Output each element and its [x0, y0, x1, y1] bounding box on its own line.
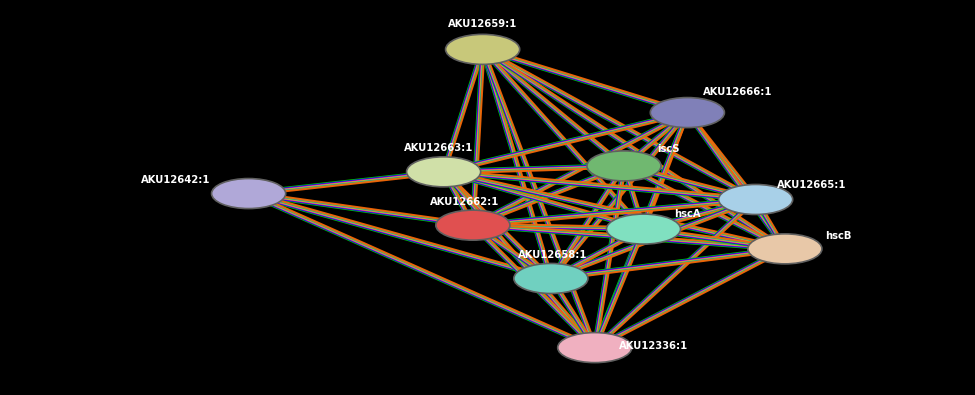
Circle shape — [514, 263, 588, 293]
Circle shape — [446, 34, 520, 64]
Text: AKU12658:1: AKU12658:1 — [518, 250, 588, 260]
Circle shape — [558, 333, 632, 363]
Circle shape — [212, 179, 286, 209]
Text: AKU12666:1: AKU12666:1 — [703, 87, 773, 97]
Circle shape — [407, 157, 481, 187]
Circle shape — [436, 210, 510, 240]
Text: AKU12663:1: AKU12663:1 — [404, 143, 474, 153]
Circle shape — [719, 184, 793, 214]
Circle shape — [748, 234, 822, 264]
Circle shape — [606, 214, 681, 244]
Text: AKU12665:1: AKU12665:1 — [777, 180, 847, 190]
Circle shape — [587, 151, 661, 181]
Text: AKU12642:1: AKU12642:1 — [140, 175, 211, 185]
Text: AKU12336:1: AKU12336:1 — [618, 341, 688, 351]
Text: AKU12659:1: AKU12659:1 — [448, 19, 518, 29]
Text: hscA: hscA — [674, 209, 701, 219]
Text: AKU12662:1: AKU12662:1 — [430, 197, 500, 207]
Text: iscS: iscS — [656, 144, 680, 154]
Circle shape — [650, 98, 724, 128]
Text: hscB: hscB — [825, 231, 852, 241]
